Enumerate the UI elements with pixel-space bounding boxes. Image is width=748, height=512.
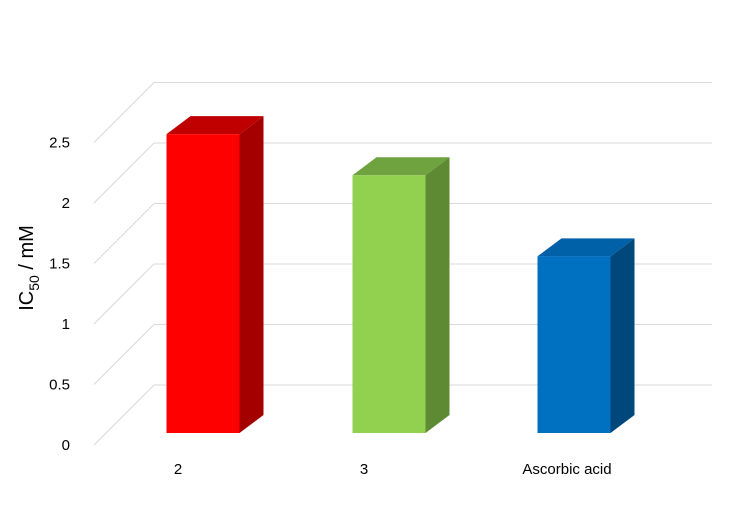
y-axis-ticks: 0 0.5 1 1.5 2 2.5 [49,135,70,455]
gridline-side [93,384,155,446]
bar-1 [352,157,450,433]
y-tick-label: 0 [62,437,70,454]
gridline-side [93,82,155,143]
bars [166,116,635,433]
bar-side [425,157,450,433]
y-tick-label: 1 [62,316,70,333]
y-tick-label: 2.5 [49,135,70,152]
bar-front [352,175,426,433]
gridline-side [93,142,155,204]
bar-front [537,256,611,433]
x-category-label: 2 [174,461,182,478]
bar-side [610,238,635,433]
bar-top [352,157,450,176]
bar-2 [537,238,635,433]
bar-0 [166,116,264,433]
bar-top [166,116,264,135]
bar-top [537,238,635,257]
y-tick-label: 2 [62,195,70,212]
x-axis-categories: 2 3 Ascorbic acid [174,461,612,478]
gridline-side [93,203,155,264]
y-tick-label: 0.5 [49,377,70,394]
gridline-side [93,263,155,325]
y-axis-label: IC50 / mM [16,225,42,311]
bar-side [239,116,264,433]
gridline-side [93,324,155,385]
bar-front [166,134,240,433]
y-tick-label: 1.5 [49,256,70,273]
x-category-label: Ascorbic acid [522,461,611,478]
x-category-label: 3 [360,461,368,478]
